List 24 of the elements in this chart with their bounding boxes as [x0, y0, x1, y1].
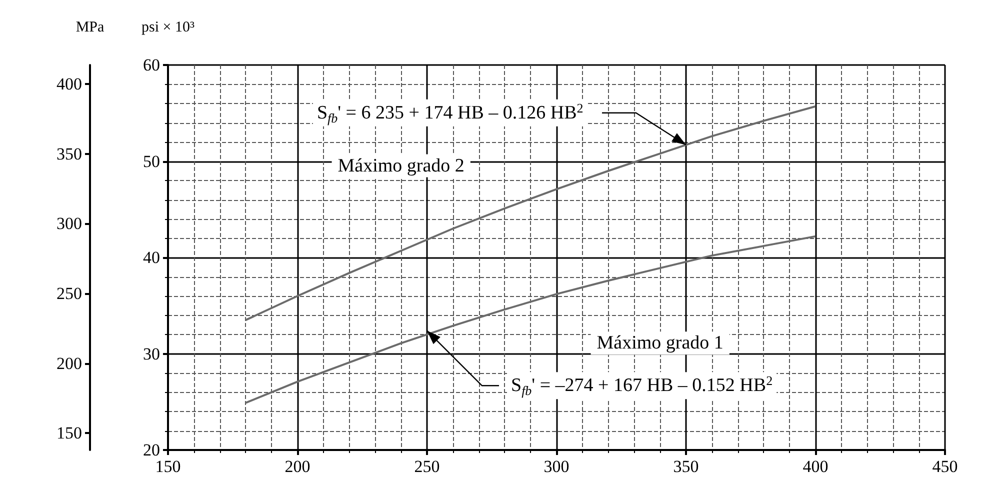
- line-series: [244, 105, 816, 322]
- x-tick-label: 250: [414, 457, 440, 476]
- y2-axis-title: MPa: [76, 20, 105, 36]
- y2-tick-label: 350: [56, 144, 82, 164]
- y-tick-label: 40: [143, 248, 160, 267]
- y2-tick-label: 200: [56, 354, 82, 373]
- y-tick-label: 30: [143, 344, 160, 364]
- line-series: [244, 235, 816, 404]
- x-tick-label: 150: [155, 457, 181, 476]
- x-tick-label: 450: [932, 457, 958, 476]
- x-tick-label: 400: [802, 457, 828, 476]
- y2-tick-label: 400: [56, 74, 82, 94]
- text: Máximo grado 1: [596, 332, 724, 354]
- y2-tick-label: 250: [56, 284, 82, 304]
- y2-tick-label: 300: [56, 214, 82, 234]
- y-tick-label: 60: [143, 56, 160, 74]
- y-tick-label: 20: [143, 440, 160, 460]
- y2-tick-label: 150: [56, 424, 82, 443]
- x-tick-label: 300: [544, 457, 570, 476]
- text: Máximo grado 2: [338, 155, 464, 176]
- y-axis-title: psi × 10³: [142, 20, 195, 36]
- x-tick-label: 200: [284, 457, 310, 476]
- y-tick-label: 50: [143, 152, 160, 171]
- x-tick-label: 350: [673, 457, 699, 476]
